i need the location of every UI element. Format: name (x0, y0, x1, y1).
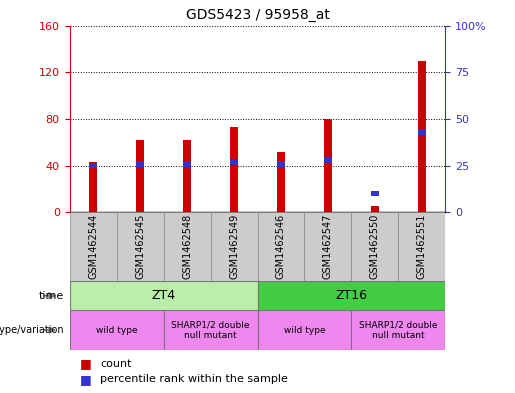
Bar (399, 212, 445, 281)
Bar (258, 310, 351, 350)
Text: ZT16: ZT16 (335, 289, 368, 302)
Text: ■: ■ (80, 373, 92, 386)
Bar (70, 212, 116, 281)
Text: wild type: wild type (284, 326, 325, 334)
Text: GSM1462546: GSM1462546 (276, 214, 286, 279)
Text: GSM1462551: GSM1462551 (417, 214, 427, 279)
Bar (418, 129, 425, 135)
Text: percentile rank within the sample: percentile rank within the sample (100, 374, 288, 384)
Text: wild type: wild type (96, 326, 138, 334)
Bar (230, 159, 237, 165)
Bar (324, 119, 332, 212)
Text: genotype/variation: genotype/variation (0, 325, 64, 335)
Bar (183, 161, 191, 167)
Bar (183, 140, 191, 212)
Bar (371, 206, 379, 212)
Bar (418, 61, 426, 212)
Bar (324, 157, 332, 163)
Bar (278, 161, 285, 167)
Bar (70, 281, 258, 310)
Bar (136, 161, 144, 167)
Bar (90, 163, 97, 169)
Text: GSM1462550: GSM1462550 (370, 214, 380, 279)
Text: SHARP1/2 double
null mutant: SHARP1/2 double null mutant (171, 320, 250, 340)
Bar (352, 212, 399, 281)
Bar (136, 140, 144, 212)
Text: GSM1462549: GSM1462549 (229, 214, 239, 279)
Bar (70, 310, 164, 350)
Bar (89, 162, 97, 212)
Text: count: count (100, 358, 132, 369)
Text: GSM1462547: GSM1462547 (323, 214, 333, 279)
Bar (258, 281, 445, 310)
Bar (164, 310, 258, 350)
Text: GSM1462545: GSM1462545 (135, 214, 145, 279)
Bar (352, 310, 445, 350)
Bar (211, 212, 258, 281)
Title: GDS5423 / 95958_at: GDS5423 / 95958_at (185, 8, 330, 22)
Bar (277, 152, 285, 212)
Bar (164, 212, 211, 281)
Bar (116, 212, 164, 281)
Text: GSM1462544: GSM1462544 (88, 214, 98, 279)
Bar (258, 212, 304, 281)
Text: ■: ■ (80, 357, 92, 370)
Bar (304, 212, 352, 281)
Text: GSM1462548: GSM1462548 (182, 214, 192, 279)
Text: time: time (39, 291, 64, 301)
Text: SHARP1/2 double
null mutant: SHARP1/2 double null mutant (359, 320, 438, 340)
Bar (230, 127, 238, 212)
Text: ZT4: ZT4 (151, 289, 176, 302)
Bar (371, 191, 379, 196)
